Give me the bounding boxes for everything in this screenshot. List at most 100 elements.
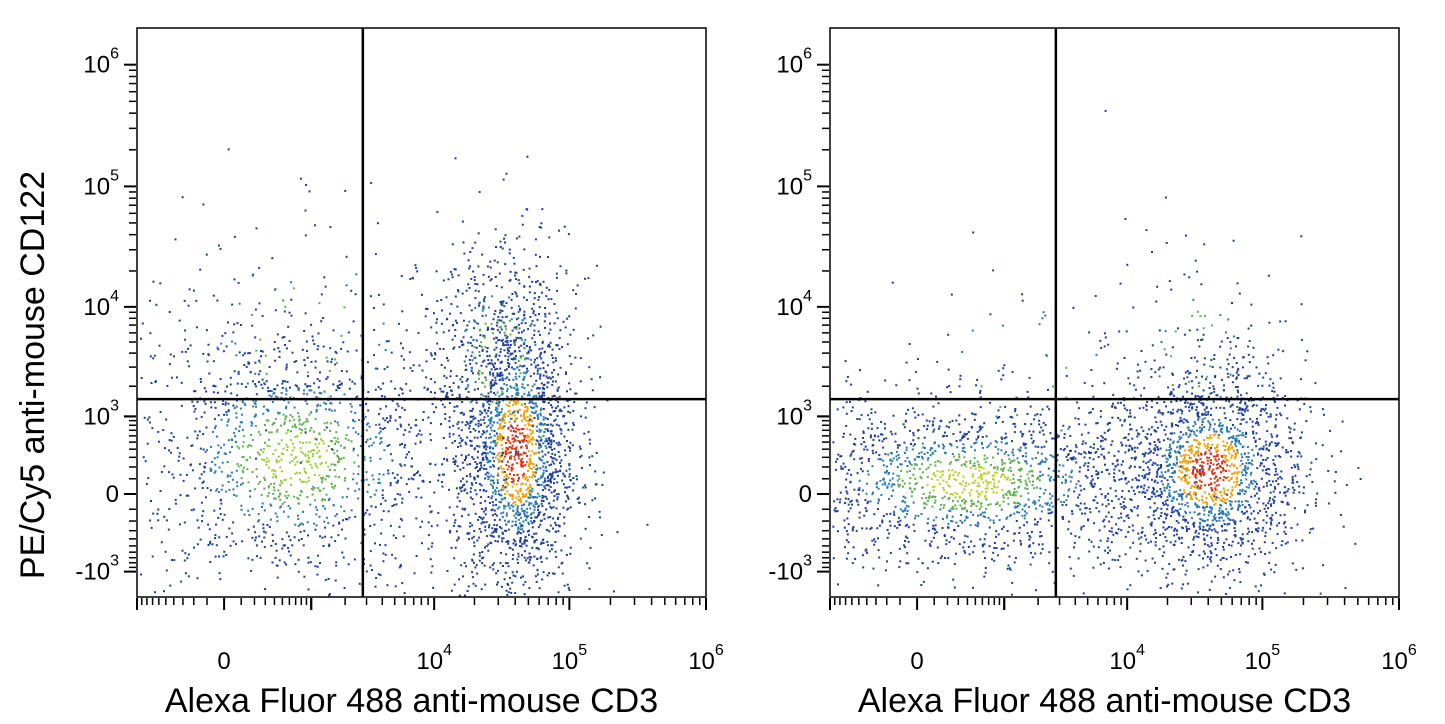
- event-dot: [525, 544, 528, 547]
- event-dot: [358, 582, 361, 585]
- event-dot: [232, 404, 235, 407]
- event-dot: [435, 406, 438, 409]
- event-dot: [150, 382, 153, 384]
- event-dot: [291, 449, 294, 452]
- event-dot: [521, 482, 524, 485]
- event-dot: [471, 407, 474, 410]
- event-dot: [309, 385, 312, 388]
- event-dot: [1117, 417, 1120, 419]
- event-dot: [884, 453, 887, 456]
- event-dot: [1024, 514, 1026, 517]
- event-dot: [1000, 508, 1003, 511]
- event-dot: [542, 469, 545, 472]
- plot-frame: [136, 27, 707, 598]
- event-dot: [321, 499, 324, 502]
- event-dot: [260, 355, 262, 358]
- event-dot: [569, 447, 571, 449]
- event-dot: [530, 502, 533, 505]
- event-dot: [480, 364, 483, 367]
- event-dot: [483, 422, 486, 425]
- event-dot: [483, 446, 486, 449]
- event-dot: [929, 454, 932, 457]
- event-dot: [979, 396, 982, 399]
- event-dot: [503, 497, 506, 500]
- event-dot: [319, 535, 321, 538]
- event-dot: [981, 474, 984, 477]
- event-dot: [473, 476, 476, 479]
- event-dot: [397, 479, 400, 482]
- event-dot: [540, 519, 543, 522]
- event-dot: [506, 582, 509, 585]
- event-dot: [1113, 468, 1116, 471]
- event-dot: [329, 429, 332, 432]
- event-dot: [511, 366, 513, 369]
- event-dot: [1107, 537, 1110, 540]
- event-dot: [338, 460, 341, 463]
- event-dot: [444, 417, 447, 420]
- population-2: [411, 155, 649, 597]
- event-dot: [453, 557, 456, 560]
- event-dot: [872, 567, 875, 570]
- event-dot: [191, 469, 194, 472]
- event-dot: [562, 415, 565, 418]
- event-dot: [174, 498, 177, 501]
- event-dot: [530, 517, 533, 519]
- event-dot: [572, 489, 575, 492]
- event-dot: [168, 311, 171, 313]
- event-dot: [196, 519, 199, 522]
- event-dot: [274, 359, 277, 362]
- event-dot: [496, 581, 499, 584]
- event-dot: [473, 357, 476, 360]
- event-dot: [1015, 520, 1018, 522]
- event-dot: [558, 348, 561, 350]
- event-dot: [499, 240, 502, 243]
- event-dot: [352, 320, 355, 323]
- event-dot: [982, 481, 985, 484]
- event-dot: [494, 379, 497, 382]
- event-dot: [505, 514, 508, 517]
- event-dot: [523, 387, 526, 389]
- event-dot: [527, 487, 529, 490]
- event-dot: [476, 283, 479, 286]
- event-dot: [541, 505, 544, 508]
- event-dot: [550, 507, 553, 510]
- event-dot: [140, 573, 143, 576]
- event-dot: [510, 386, 513, 389]
- event-dot: [471, 344, 474, 347]
- event-dot: [553, 322, 556, 325]
- event-dot: [297, 412, 300, 415]
- event-dot: [1040, 446, 1043, 449]
- event-dot: [549, 477, 552, 480]
- event-dot: [541, 386, 544, 389]
- event-dot: [298, 478, 301, 481]
- event-dot: [859, 467, 862, 470]
- event-dot: [261, 458, 264, 461]
- event-dot: [483, 431, 485, 434]
- event-dot: [268, 389, 271, 392]
- event-dot: [526, 479, 529, 482]
- event-dot: [278, 495, 280, 498]
- event-dot: [1081, 443, 1084, 446]
- event-dot: [498, 493, 500, 496]
- event-dot: [1127, 415, 1130, 418]
- event-dot: [389, 524, 392, 527]
- event-dot: [551, 544, 554, 547]
- event-dot: [884, 483, 887, 486]
- event-dot: [287, 535, 290, 538]
- event-dot: [531, 385, 534, 388]
- event-dot: [509, 587, 512, 590]
- event-dot: [929, 463, 932, 466]
- event-dot: [517, 479, 519, 482]
- event-dot: [333, 469, 336, 472]
- event-dot: [572, 482, 575, 485]
- event-dot: [474, 466, 477, 469]
- event-dot: [487, 392, 490, 395]
- event-dot: [217, 452, 220, 455]
- event-dot: [1357, 466, 1360, 469]
- event-dot: [514, 592, 517, 595]
- event-dot: [360, 377, 363, 380]
- event-dot: [403, 446, 406, 449]
- event-dot: [385, 417, 388, 420]
- event-dot: [487, 359, 490, 361]
- event-dot: [169, 353, 172, 356]
